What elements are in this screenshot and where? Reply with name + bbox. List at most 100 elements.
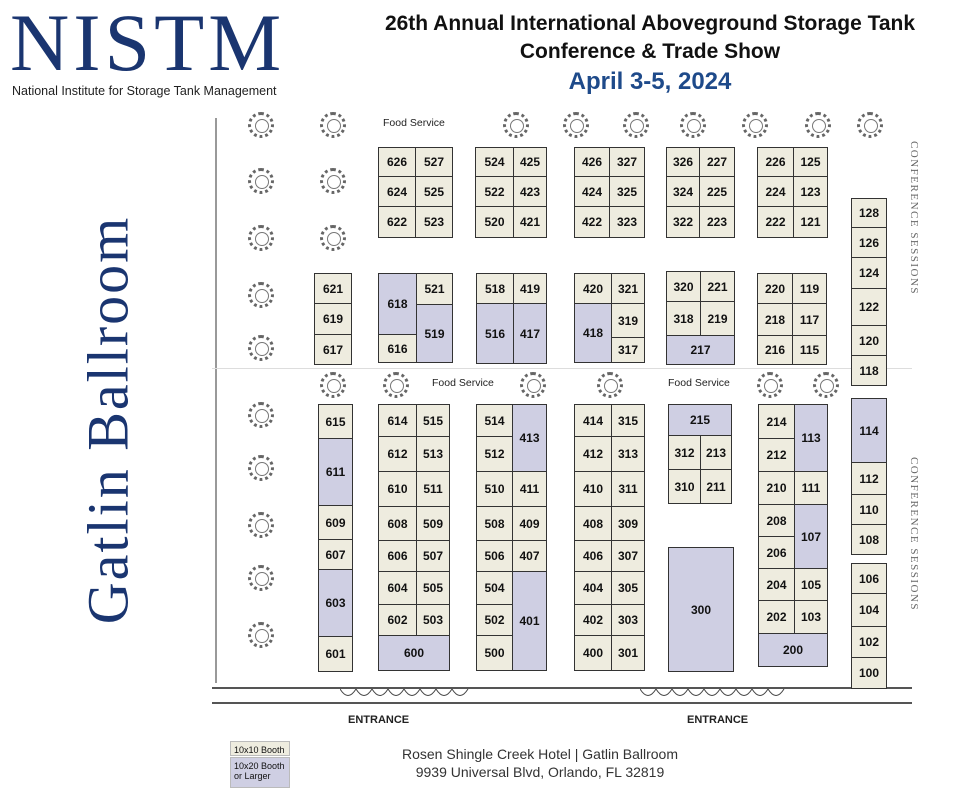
booth-423[interactable]: 423 bbox=[513, 176, 547, 207]
booth-112[interactable]: 112 bbox=[851, 462, 887, 495]
booth-409[interactable]: 409 bbox=[512, 506, 547, 541]
booth-117[interactable]: 117 bbox=[792, 303, 827, 336]
booth-319[interactable]: 319 bbox=[611, 303, 645, 338]
booth-122[interactable]: 122 bbox=[851, 288, 887, 326]
booth-422[interactable]: 422 bbox=[574, 206, 610, 238]
booth-626[interactable]: 626 bbox=[378, 147, 416, 177]
booth-226[interactable]: 226 bbox=[757, 147, 794, 177]
booth-114[interactable]: 114 bbox=[851, 398, 887, 463]
booth-603[interactable]: 603 bbox=[318, 569, 353, 637]
booth-120[interactable]: 120 bbox=[851, 325, 887, 356]
booth-104[interactable]: 104 bbox=[851, 593, 887, 627]
booth-607[interactable]: 607 bbox=[318, 539, 353, 570]
booth-208[interactable]: 208 bbox=[758, 504, 795, 537]
booth-509[interactable]: 509 bbox=[416, 506, 450, 541]
booth-124[interactable]: 124 bbox=[851, 257, 887, 289]
booth-301[interactable]: 301 bbox=[611, 635, 645, 671]
booth-100[interactable]: 100 bbox=[851, 657, 887, 689]
booth-218[interactable]: 218 bbox=[757, 303, 793, 336]
booth-307[interactable]: 307 bbox=[611, 540, 645, 572]
booth-115[interactable]: 115 bbox=[792, 335, 827, 365]
booth-315[interactable]: 315 bbox=[611, 404, 645, 437]
booth-108[interactable]: 108 bbox=[851, 524, 887, 555]
booth-318[interactable]: 318 bbox=[666, 301, 701, 336]
booth-401[interactable]: 401 bbox=[512, 571, 547, 671]
booth-502[interactable]: 502 bbox=[476, 604, 513, 636]
booth-305[interactable]: 305 bbox=[611, 571, 645, 605]
booth-619[interactable]: 619 bbox=[314, 303, 352, 335]
booth-102[interactable]: 102 bbox=[851, 626, 887, 658]
booth-618[interactable]: 618 bbox=[378, 273, 417, 335]
booth-320[interactable]: 320 bbox=[666, 271, 701, 302]
booth-600[interactable]: 600 bbox=[378, 635, 450, 671]
booth-410[interactable]: 410 bbox=[574, 471, 612, 507]
booth-106[interactable]: 106 bbox=[851, 563, 887, 594]
booth-404[interactable]: 404 bbox=[574, 571, 612, 605]
booth-515[interactable]: 515 bbox=[416, 404, 450, 437]
booth-621[interactable]: 621 bbox=[314, 273, 352, 304]
booth-500[interactable]: 500 bbox=[476, 635, 513, 671]
booth-118[interactable]: 118 bbox=[851, 355, 887, 386]
booth-217[interactable]: 217 bbox=[666, 335, 735, 365]
booth-420[interactable]: 420 bbox=[574, 273, 612, 304]
booth-313[interactable]: 313 bbox=[611, 436, 645, 472]
booth-611[interactable]: 611 bbox=[318, 438, 353, 506]
booth-426[interactable]: 426 bbox=[574, 147, 610, 177]
booth-103[interactable]: 103 bbox=[794, 600, 828, 634]
booth-615[interactable]: 615 bbox=[318, 404, 353, 439]
booth-105[interactable]: 105 bbox=[794, 568, 828, 601]
booth-408[interactable]: 408 bbox=[574, 506, 612, 541]
booth-617[interactable]: 617 bbox=[314, 334, 352, 365]
booth-406[interactable]: 406 bbox=[574, 540, 612, 572]
booth-119[interactable]: 119 bbox=[792, 273, 827, 304]
booth-126[interactable]: 126 bbox=[851, 227, 887, 258]
booth-311[interactable]: 311 bbox=[611, 471, 645, 507]
booth-411[interactable]: 411 bbox=[512, 471, 547, 507]
booth-123[interactable]: 123 bbox=[793, 176, 828, 207]
booth-414[interactable]: 414 bbox=[574, 404, 612, 437]
booth-223[interactable]: 223 bbox=[699, 206, 735, 238]
booth-519[interactable]: 519 bbox=[416, 304, 453, 363]
booth-424[interactable]: 424 bbox=[574, 176, 610, 207]
booth-310[interactable]: 310 bbox=[668, 469, 701, 504]
booth-200[interactable]: 200 bbox=[758, 633, 828, 667]
booth-221[interactable]: 221 bbox=[700, 271, 735, 302]
booth-608[interactable]: 608 bbox=[378, 506, 417, 541]
booth-507[interactable]: 507 bbox=[416, 540, 450, 572]
booth-616[interactable]: 616 bbox=[378, 334, 417, 363]
booth-322[interactable]: 322 bbox=[666, 206, 700, 238]
booth-220[interactable]: 220 bbox=[757, 273, 793, 304]
booth-110[interactable]: 110 bbox=[851, 494, 887, 525]
booth-514[interactable]: 514 bbox=[476, 404, 513, 437]
booth-111[interactable]: 111 bbox=[794, 471, 828, 505]
booth-425[interactable]: 425 bbox=[513, 147, 547, 177]
booth-326[interactable]: 326 bbox=[666, 147, 700, 177]
booth-225[interactable]: 225 bbox=[699, 176, 735, 207]
booth-606[interactable]: 606 bbox=[378, 540, 417, 572]
booth-224[interactable]: 224 bbox=[757, 176, 794, 207]
booth-506[interactable]: 506 bbox=[476, 540, 513, 572]
booth-516[interactable]: 516 bbox=[476, 303, 514, 364]
booth-321[interactable]: 321 bbox=[611, 273, 645, 304]
booth-503[interactable]: 503 bbox=[416, 604, 450, 636]
booth-612[interactable]: 612 bbox=[378, 436, 417, 472]
booth-215[interactable]: 215 bbox=[668, 404, 732, 436]
booth-524[interactable]: 524 bbox=[475, 147, 514, 177]
booth-508[interactable]: 508 bbox=[476, 506, 513, 541]
booth-513[interactable]: 513 bbox=[416, 436, 450, 472]
booth-309[interactable]: 309 bbox=[611, 506, 645, 541]
booth-512[interactable]: 512 bbox=[476, 436, 513, 472]
booth-610[interactable]: 610 bbox=[378, 471, 417, 507]
booth-413[interactable]: 413 bbox=[512, 404, 547, 472]
booth-206[interactable]: 206 bbox=[758, 536, 795, 569]
booth-419[interactable]: 419 bbox=[513, 273, 547, 304]
booth-510[interactable]: 510 bbox=[476, 471, 513, 507]
booth-300[interactable]: 300 bbox=[668, 547, 734, 672]
booth-417[interactable]: 417 bbox=[513, 303, 547, 364]
booth-128[interactable]: 128 bbox=[851, 198, 887, 228]
booth-113[interactable]: 113 bbox=[794, 404, 828, 472]
booth-227[interactable]: 227 bbox=[699, 147, 735, 177]
booth-214[interactable]: 214 bbox=[758, 404, 795, 439]
booth-210[interactable]: 210 bbox=[758, 471, 795, 505]
booth-317[interactable]: 317 bbox=[611, 337, 645, 363]
